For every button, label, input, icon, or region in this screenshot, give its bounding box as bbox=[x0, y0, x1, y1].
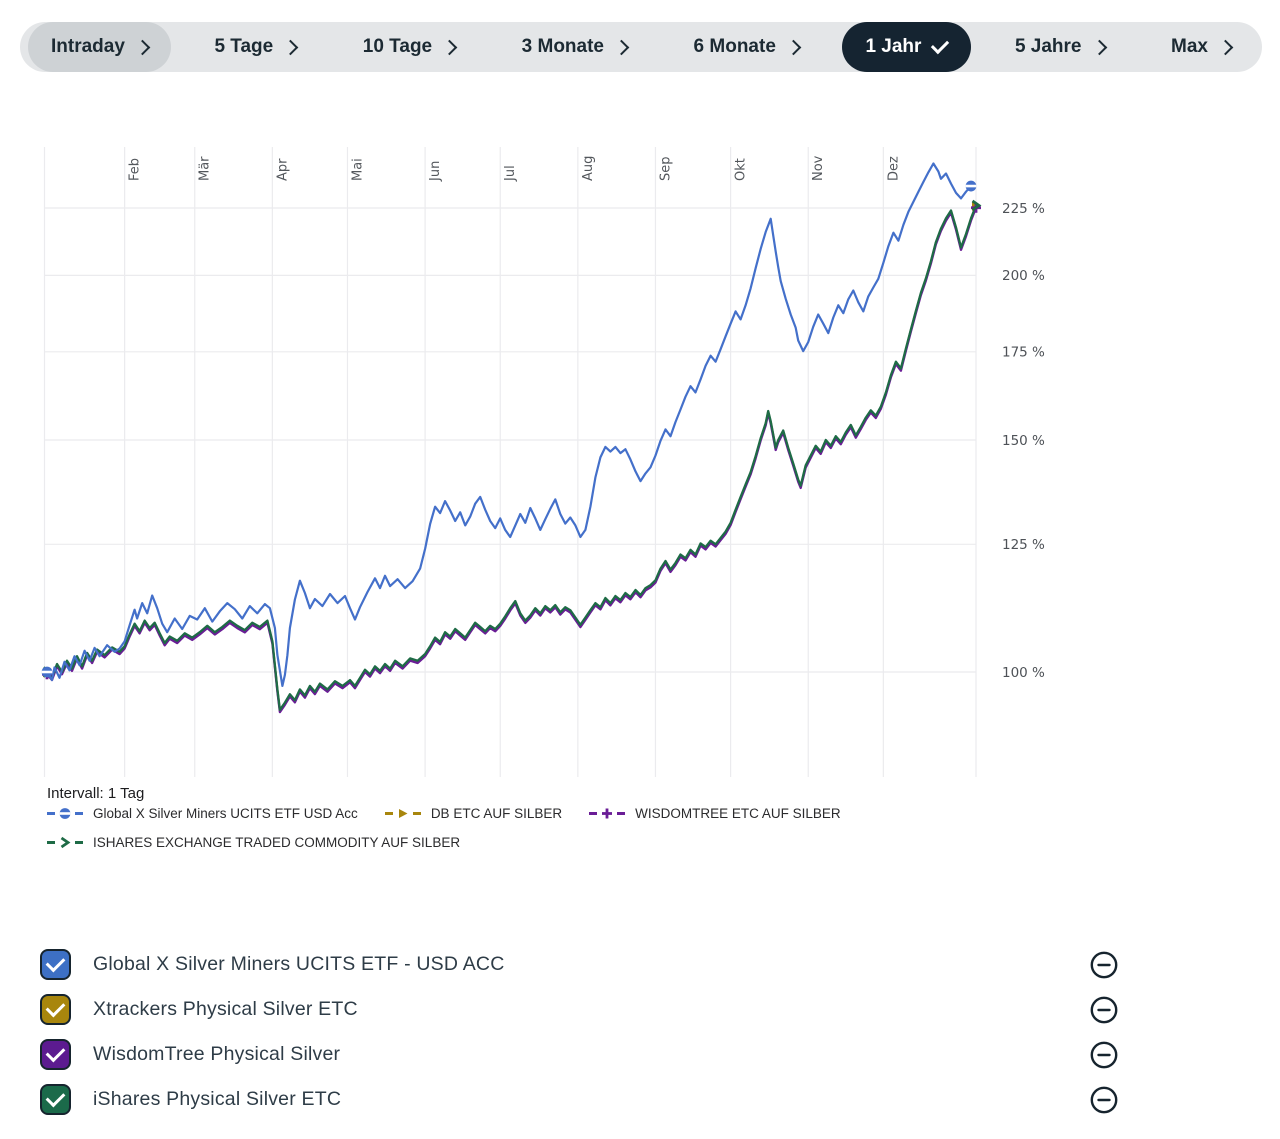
month-axis-label: Feb bbox=[128, 158, 143, 181]
tab-label: Max bbox=[1171, 36, 1208, 57]
series-line-3 bbox=[45, 204, 978, 711]
instrument-row: Global X Silver Miners UCITS ETF - USD A… bbox=[40, 942, 1118, 987]
instrument-label: Xtrackers Physical Silver ETC bbox=[93, 998, 358, 1020]
instrument-row: iShares Physical Silver ETC bbox=[40, 1077, 1118, 1122]
percent-axis-label: 225 % bbox=[1002, 201, 1045, 217]
month-axis-label: Aug bbox=[581, 156, 596, 181]
tab-intraday[interactable]: Intraday bbox=[28, 22, 171, 72]
month-axis-label: Dez bbox=[886, 156, 901, 181]
series-end-marker-triangle bbox=[398, 809, 408, 818]
legend-label: WISDOMTREE ETC AUF SILBER bbox=[635, 806, 841, 821]
instrument-checkbox[interactable] bbox=[40, 994, 71, 1025]
instrument-checkbox[interactable] bbox=[40, 1039, 71, 1070]
split-circle-gap bbox=[965, 184, 977, 188]
legend-marker-icon bbox=[47, 808, 83, 819]
month-axis-label: Okt bbox=[734, 158, 749, 181]
instrument-checkbox[interactable] bbox=[40, 1084, 71, 1115]
legend-item: Global X Silver Miners UCITS ETF USD Acc bbox=[46, 806, 358, 821]
instrument-label: Global X Silver Miners UCITS ETF - USD A… bbox=[93, 953, 505, 975]
remove-instrument-button[interactable] bbox=[1090, 951, 1118, 979]
legend-marker-icon bbox=[589, 808, 626, 819]
chart-legend-row-2: ISHARES EXCHANGE TRADED COMMODITY AUF SI… bbox=[46, 835, 474, 850]
percent-axis-label: 125 % bbox=[1002, 537, 1045, 553]
month-axis-label: Nov bbox=[811, 155, 826, 181]
month-axis-label: Apr bbox=[275, 158, 290, 181]
instrument-row: Xtrackers Physical Silver ETC bbox=[40, 987, 1118, 1032]
minus-circle-icon bbox=[1090, 996, 1118, 1023]
split-circle-gap bbox=[41, 670, 53, 674]
month-axis-label: Mai bbox=[350, 158, 365, 181]
tab-label: Intraday bbox=[51, 36, 125, 57]
legend-marker-icon bbox=[384, 809, 421, 818]
instrument-label: WisdomTree Physical Silver bbox=[93, 1043, 341, 1065]
period-tab-bar: Intraday 5 Tage 10 Tage 3 Monate 6 Monate 1 J… bbox=[20, 22, 1262, 72]
series-line-0 bbox=[45, 162, 973, 688]
percent-axis-label: 200 % bbox=[1002, 268, 1045, 284]
minus-circle-icon bbox=[1090, 1041, 1118, 1068]
legend-label: Global X Silver Miners UCITS ETF USD Acc bbox=[93, 806, 358, 821]
tab-6-monate[interactable]: 6 Monate bbox=[671, 22, 822, 72]
legend-label: DB ETC AUF SILBER bbox=[430, 806, 563, 821]
tab-label: 10 Tage bbox=[362, 36, 433, 57]
legend-label: ISHARES EXCHANGE TRADED COMMODITY AUF SI… bbox=[93, 835, 461, 850]
tab-label: 1 Jahr bbox=[865, 36, 922, 57]
check-icon bbox=[45, 1042, 66, 1063]
tab-10-tage[interactable]: 10 Tage bbox=[340, 22, 478, 72]
check-icon bbox=[45, 952, 66, 973]
month-axis-label: Jun bbox=[428, 161, 443, 182]
legend-item: DB ETC AUF SILBER bbox=[384, 806, 562, 821]
tab-label: 5 Tage bbox=[214, 36, 274, 57]
instrument-label: iShares Physical Silver ETC bbox=[93, 1088, 342, 1110]
percent-axis-label: 175 % bbox=[1002, 345, 1045, 361]
chart-legend-row-1: Global X Silver Miners UCITS ETF USD Acc… bbox=[46, 806, 855, 821]
month-axis-label: Jul bbox=[503, 165, 518, 182]
month-axis-label: Mär bbox=[198, 156, 213, 181]
tab-max[interactable]: Max bbox=[1148, 22, 1254, 72]
legend-marker-icon bbox=[47, 836, 83, 849]
month-axis-label: Sep bbox=[658, 156, 673, 181]
legend-item: ISHARES EXCHANGE TRADED COMMODITY AUF SI… bbox=[46, 835, 460, 850]
tab-3-monate[interactable]: 3 Monate bbox=[499, 22, 650, 72]
tab-label: 6 Monate bbox=[693, 36, 776, 57]
instrument-checkbox[interactable] bbox=[40, 949, 71, 980]
check-icon bbox=[45, 997, 66, 1018]
instrument-list: Global X Silver Miners UCITS ETF - USD A… bbox=[40, 942, 1118, 1122]
tab-label: 5 Jahre bbox=[1014, 36, 1082, 57]
percent-axis-label: 150 % bbox=[1002, 433, 1045, 449]
tab-5-tage[interactable]: 5 Tage bbox=[191, 22, 319, 72]
tab-label: 3 Monate bbox=[521, 36, 605, 57]
interval-label: Intervall: 1 Tag bbox=[47, 785, 145, 802]
minus-circle-icon bbox=[1090, 951, 1118, 978]
check-icon bbox=[45, 1087, 66, 1108]
remove-instrument-button[interactable] bbox=[1090, 1041, 1118, 1069]
remove-instrument-button[interactable] bbox=[1090, 1086, 1118, 1114]
legend-item: WISDOMTREE ETC AUF SILBER bbox=[588, 806, 841, 821]
performance-chart: Feb Mär Apr Mai Jun Jul Aug Sep Okt Nov Dez 100 % 12… bbox=[41, 147, 1045, 777]
series-end-marker-chevron bbox=[60, 836, 71, 849]
percent-axis-label: 100 % bbox=[1002, 665, 1045, 681]
series-end-marker-chevron bbox=[971, 199, 982, 212]
tab-5-jahre[interactable]: 5 Jahre bbox=[992, 22, 1128, 72]
instrument-row: WisdomTree Physical Silver bbox=[40, 1032, 1118, 1077]
minus-circle-icon bbox=[1090, 1086, 1118, 1113]
split-circle-gap bbox=[59, 812, 71, 815]
tab-1-jahr[interactable]: 1 Jahr bbox=[842, 22, 972, 72]
remove-instrument-button[interactable] bbox=[1090, 996, 1118, 1024]
series-line-2 bbox=[45, 206, 978, 714]
